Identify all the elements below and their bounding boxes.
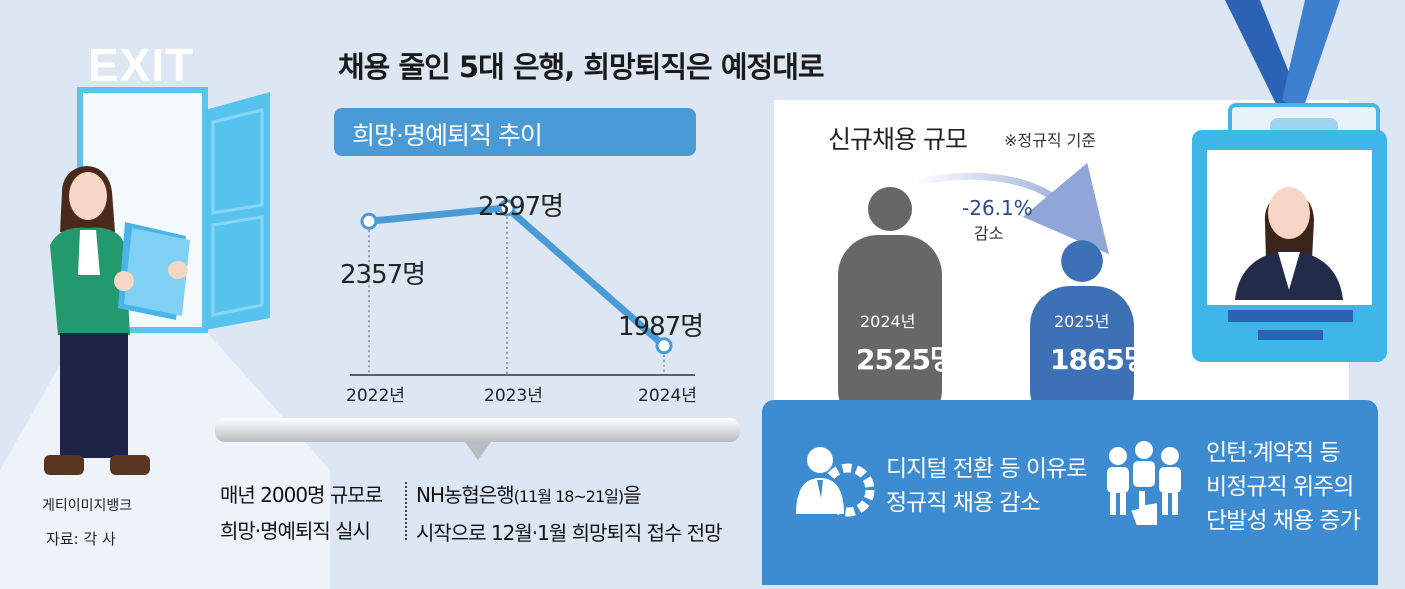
line-chart-title: 희망·명예퇴직 추이 [352,121,543,150]
x-tick-2023: 2023년 [484,386,543,406]
x-tick-2024: 2024년 [638,386,697,406]
reason-2: 인턴·계약직 등 비정규직 위주의 단발성 채용 증가 [1206,436,1361,538]
bar-2025 [1030,285,1134,430]
value-label-2023: 2397명 [478,192,564,222]
data-point-2023 [498,199,516,217]
data-point-2022 [360,212,378,230]
notes-left-line-1: 매년 2000명 규모로 [220,483,383,507]
reason-1-line-1: 디지털 전환 등 이유로 [886,456,1087,482]
change-percent: -26.1% [962,196,1033,220]
line-chart-title-banner: 희망·명예퇴직 추이 [334,108,696,156]
bar-year-2025: 2025년 [1054,312,1110,331]
exit-sign: EXIT [88,39,195,91]
bar-year-2024: 2024년 [860,312,916,331]
businessman-gear-icon [796,447,875,517]
callout-bar [215,418,740,460]
bar-value-2025: 1865명 [1050,343,1150,376]
decrease-arrow [914,162,1110,255]
notes-right-line-2: 시작으로 12월·1월 희망퇴직 접수 전망 [416,521,723,545]
reason-2-line-3: 단발성 채용 증가 [1206,508,1361,534]
notes-right-line-1: NH농협은행(11월 18~21일)을 [416,483,642,507]
team-pointer-icon [1107,441,1181,527]
reason-2-line-1: 인턴·계약직 등 [1206,440,1341,466]
reason-1: 디지털 전환 등 이유로 정규직 채용 감소 [886,452,1087,520]
bar-chart-title: 신규채용 규모 [828,125,968,154]
exit-door-illustration [0,87,330,589]
reasons-panel [762,400,1378,585]
notes-right: NH농협은행(11월 18~21일)을 시작으로 12월·1월 희망퇴직 접수 … [416,477,723,551]
bar-2024 [838,235,942,430]
bar-value-2024: 2525명 [856,343,956,376]
id-badge-icon [1192,0,1387,362]
bar-head-2024 [868,187,912,231]
woman-figure-icon [44,166,190,475]
notes-divider [405,482,407,540]
notes-left: 매년 2000명 규모로 희망·명예퇴직 실시 [220,477,383,549]
data-point-2024 [655,337,673,355]
line-chart [350,199,695,376]
bar-chart-note: ※정규직 기준 [1004,131,1097,150]
reason-1-line-2: 정규직 채용 감소 [886,490,1041,516]
x-tick-2022: 2022년 [346,386,405,406]
bar-head-2025 [1061,240,1103,282]
bar-chart [838,162,1134,430]
page-title: 채용 줄인 5대 은행, 희망퇴직은 예정대로 [338,50,825,84]
image-credit: 게티이미지뱅크 [42,498,133,514]
reason-2-line-2: 비정규직 위주의 [1206,474,1354,500]
notes-left-line-2: 희망·명예퇴직 실시 [220,519,371,543]
change-label: 감소 [974,224,1004,243]
source-note: 자료: 각 사 [46,530,116,548]
value-label-2024: 1987명 [618,312,704,342]
value-label-2022: 2357명 [340,260,426,290]
